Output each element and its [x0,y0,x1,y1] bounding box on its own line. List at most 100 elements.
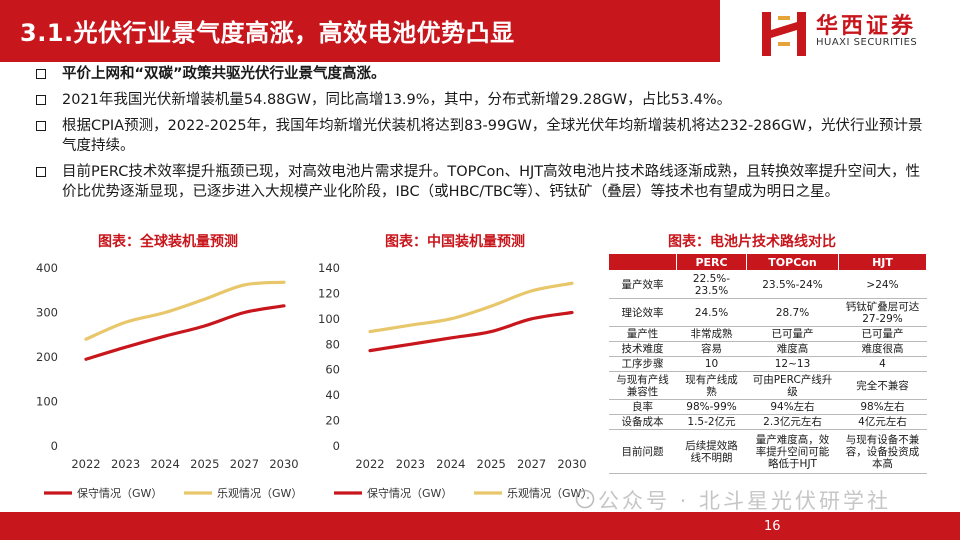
table-cell: 28.7% [746,298,839,327]
table-row: 良率 98%-99% 94%左右 98%左右 [608,399,927,415]
table-cell: 22.5%- 23.5% [676,270,747,299]
table-cell: 24.5% [676,298,747,327]
y-tick-label: 0 [333,439,340,453]
table-row-label: 目前问题 [608,429,677,474]
x-tick-label: 2024 [151,457,180,471]
table-row-label: 量产效率 [608,270,677,299]
table-row: 设备成本 1.5-2亿元 2.3亿元左右 4亿元左右 [608,414,927,430]
bullet-text: 目前PERC技术效率提升瓶颈已现，对高效电池片需求提升。TOPCon、HJT高效… [62,164,921,200]
table-cell: 已可量产 [838,326,927,342]
x-tick-label: 2027 [230,457,259,471]
table-cell: 难度高 [746,341,839,357]
tech-comparison-table: PERC TOPCon HJT 量产效率 22.5%- 23.5% 23.5%-24% >2… [608,253,927,474]
x-tick-label: 2027 [517,457,546,471]
y-tick-label: 80 [325,337,340,351]
table-row-label: 设备成本 [608,414,677,430]
x-tick-label: 2022 [71,457,100,471]
legend-label: 乐观情况（GW） [217,487,302,500]
table-header-cell: PERC [676,253,747,271]
x-tick-label: 2023 [111,457,140,471]
table-cell: 后续提效路 线不明朗 [676,429,747,474]
global-chart-caption: 图表：全球装机量预测 [98,234,238,250]
table-caption: 图表：电池片技术路线对比 [668,234,836,250]
table-cell: 98%-99% [676,399,747,415]
bullet-item: 根据CPIA预测，2022-2025年，我国年均新增光伏装机将达到83-99GW… [32,116,932,156]
table-cell: 98%左右 [838,399,927,415]
table-cell: 10 [676,356,747,372]
x-tick-label: 2022 [355,457,384,471]
series-line [368,310,574,353]
table-row-label: 与现有产线 兼容性 [608,371,677,400]
bullet-item: 平价上网和“双碳”政策共驱光伏行业景气度高涨。 [32,64,932,84]
china-chart-caption: 图表：中国装机量预测 [385,234,525,250]
series-line [84,280,286,341]
table-row: 目前问题 后续提效路 线不明朗 量产难度高，效 率提升空间可能 略低于HJT 与现有设备不兼… [608,429,927,474]
cell-tech-table: PERC TOPCon HJT 量产效率 22.5%- 23.5% 23.5%-24% >2… [608,253,927,474]
table-row: 量产效率 22.5%- 23.5% 23.5%-24% >24% [608,270,927,299]
x-tick-label: 2025 [477,457,506,471]
global-installation-chart: 0 100 200 300 400 2022 2023 2024 2025 2027 2030 保守情… [36,261,302,500]
y-tick-label: 300 [36,306,58,320]
table-cell: 4 [838,356,927,372]
y-tick-label: 120 [318,286,340,300]
page-title: 3.1.光伏行业景气度高涨，高效电池优势凸显 [20,19,515,47]
table-row: 理论效率 24.5% 28.7% 钙钛矿叠层可达 27-29% [608,298,927,327]
y-tick-label: 140 [318,261,340,275]
table-cell: 钙钛矿叠层可达 27-29% [838,298,927,327]
table-cell: >24% [838,270,927,299]
bullet-item: 目前PERC技术效率提升瓶颈已现，对高效电池片需求提升。TOPCon、HJT高效… [32,162,932,202]
table-cell: 现有产线成熟 [676,371,747,400]
table-header-row: PERC TOPCon HJT [608,253,927,271]
china-installation-chart: 0 20 40 60 80 100 120 140 2022 2023 2024 2025 2027 20… [318,261,592,500]
table-cell: 非常成熟 [676,326,747,342]
bullet-text: 平价上网和“双碳”政策共驱光伏行业景气度高涨。 [62,66,386,82]
table-cell: 可由PERC产线升级 [746,371,839,400]
bullet-square-icon [36,69,46,79]
y-tick-label: 200 [36,350,58,364]
y-tick-label: 40 [325,388,340,402]
table-cell: 2.3亿元左右 [746,414,839,430]
y-tick-label: 60 [325,363,340,377]
legend-label: 乐观情况（GW） [507,487,592,500]
table-cell: 难度很高 [838,341,927,357]
y-tick-label: 0 [51,439,58,453]
bullet-square-icon [36,121,46,131]
table-cell: 94%左右 [746,399,839,415]
title-bar: 3.1.光伏行业景气度高涨，高效电池优势凸显 [0,0,720,62]
table-cell: 4亿元左右 [838,414,927,430]
x-tick-label: 2030 [269,457,298,471]
watermark-text: 公众号 · 北斗星光伏研学社 [598,489,892,513]
footer-bar: 16 [0,512,960,540]
bullet-text: 2021年我国光伏新增装机量54.88GW，同比高增13.9%，其中，分布式新增… [62,92,732,108]
table-row-label: 技术难度 [608,341,677,357]
huaxi-logo-mark-icon [762,12,806,56]
bullet-list: 平价上网和“双碳”政策共驱光伏行业景气度高涨。 2021年我国光伏新增装机量54… [32,64,932,208]
series-line [84,304,286,361]
bullet-text: 根据CPIA预测，2022-2025年，我国年均新增光伏装机将达到83-99GW… [62,118,923,154]
x-tick-label: 2024 [436,457,465,471]
table-cell: 1.5-2亿元 [676,414,747,430]
x-tick-label: 2023 [396,457,425,471]
y-tick-label: 400 [36,261,58,275]
logo-english-text: HUAXI SECURITIES [816,37,918,48]
table-cell: 量产难度高，效 率提升空间可能 略低于HJT [746,429,839,474]
table-cell: 完全不兼容 [838,371,927,400]
series-line [368,281,574,334]
legend-label: 保守情况（GW） [77,486,162,500]
table-cell: 23.5%-24% [746,270,839,299]
table-cell: 与现有设备不兼 容，设备投资成 本高 [838,429,927,474]
table-row: 与现有产线 兼容性 现有产线成熟可由PERC产线升级完全不兼容 [608,371,927,400]
bullet-item: 2021年我国光伏新增装机量54.88GW，同比高增13.9%，其中，分布式新增… [32,90,932,110]
x-tick-label: 2025 [190,457,219,471]
huaxi-logo: 华西证券 HUAXI SECURITIES [752,6,952,58]
table-cell: 12~13 [746,356,839,372]
table-row-label: 工序步骤 [608,356,677,372]
y-tick-label: 100 [36,395,58,409]
table-row: 量产性 非常成熟 已可量产 已可量产 [608,326,927,342]
legend-label: 保守情况（GW） [367,486,452,500]
table-row-label: 量产性 [608,326,677,342]
logo-chinese-text: 华西证券 [816,14,917,39]
table-row-label: 良率 [608,399,677,415]
table-cell: 已可量产 [746,326,839,342]
y-tick-label: 20 [325,414,340,428]
